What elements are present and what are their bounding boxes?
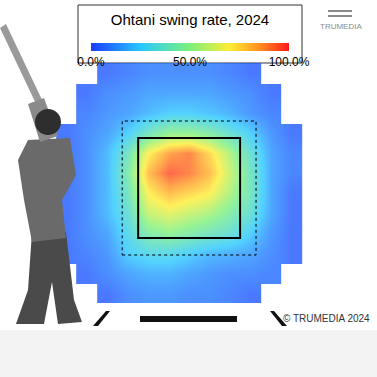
svg-text:0.0%: 0.0% [77, 55, 105, 69]
svg-text:100.0%: 100.0% [269, 55, 310, 69]
svg-text:TRUMEDIA: TRUMEDIA [320, 22, 362, 31]
svg-text:Ohtani swing rate, 2024: Ohtani swing rate, 2024 [111, 11, 269, 28]
svg-text:© TRUMEDIA 2024: © TRUMEDIA 2024 [283, 313, 370, 324]
svg-text:50.0%: 50.0% [173, 55, 207, 69]
